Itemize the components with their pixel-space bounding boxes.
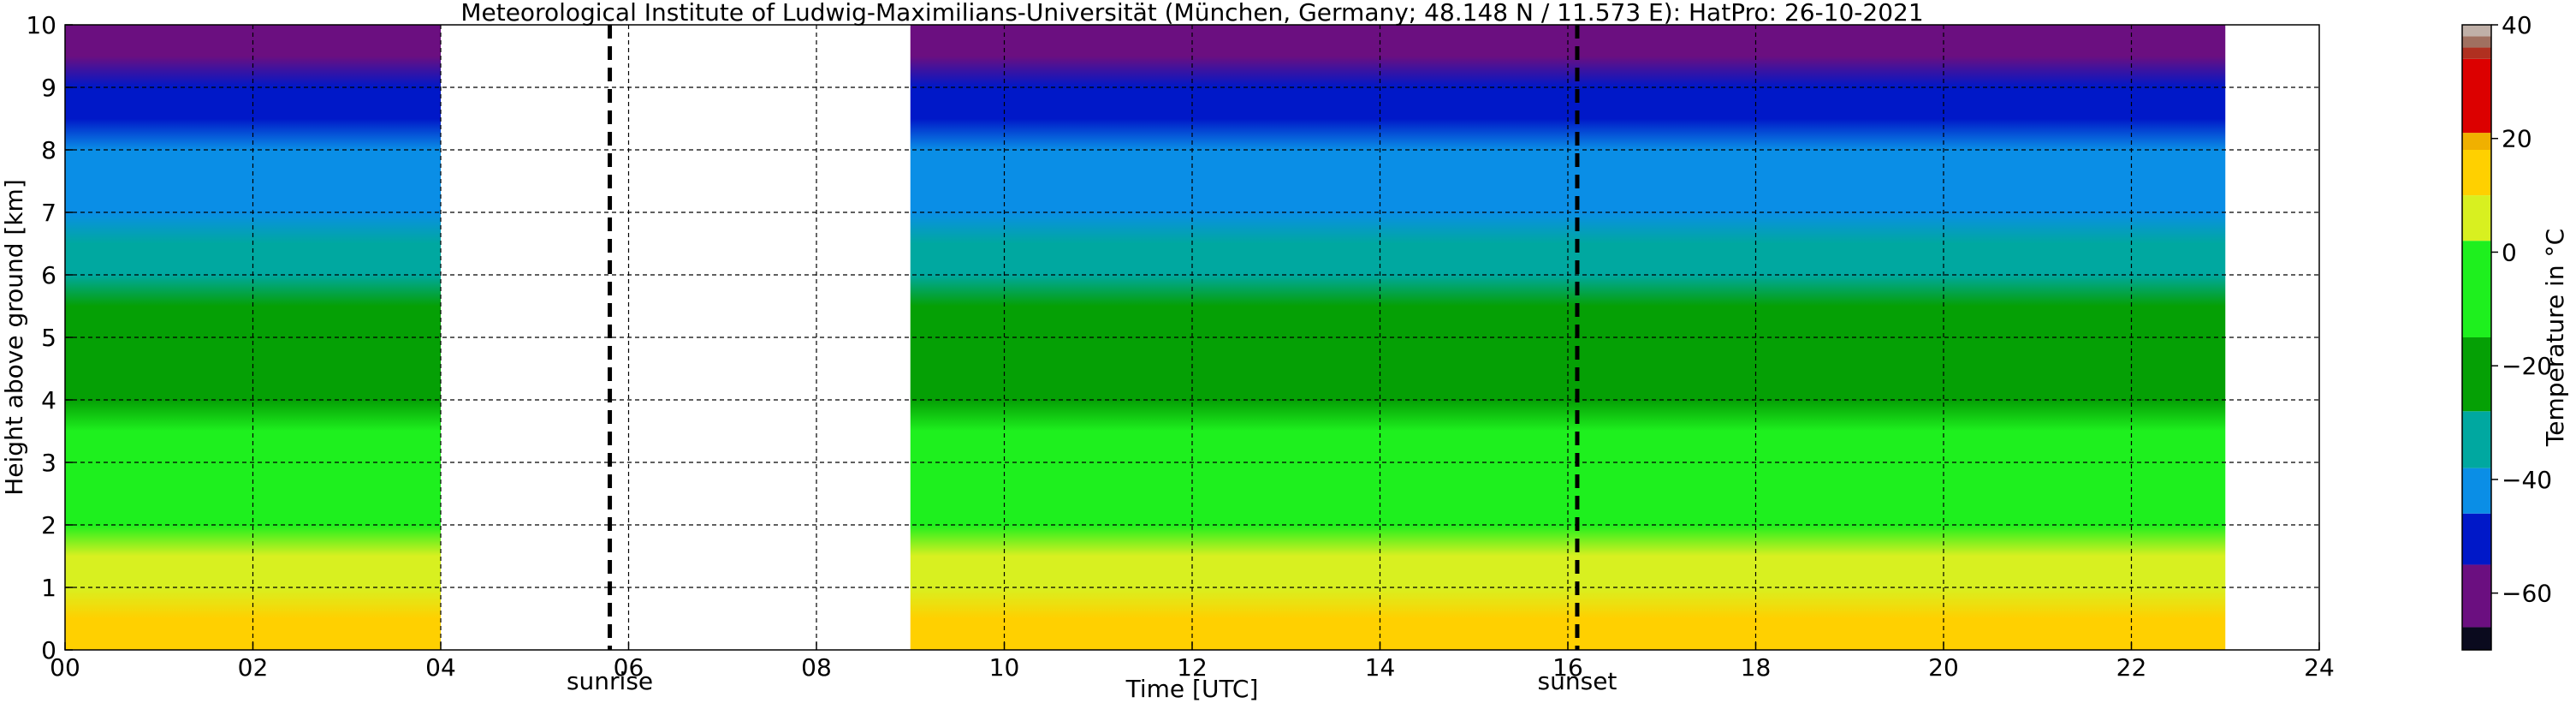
colorbar-frame	[2461, 24, 2492, 651]
x-tick-label: 16	[1552, 653, 1583, 682]
colorbar-tick-label: −20	[2502, 352, 2552, 380]
y-tick-label: 4	[41, 386, 56, 414]
x-tick-label: 08	[801, 653, 832, 682]
chart-title: Meteorological Institute of Ludwig-Maxim…	[460, 0, 1923, 27]
x-tick-label: 14	[1365, 653, 1396, 682]
colorbar-tick-label: 0	[2502, 238, 2517, 266]
colorbar-tick-label: 40	[2502, 11, 2532, 39]
x-axis-label: Time [UTC]	[1125, 675, 1259, 703]
colorbar-band-4	[2462, 468, 2491, 514]
colorbar-band-3	[2462, 513, 2491, 565]
y-tick-label: 5	[41, 324, 56, 352]
sunrise-label: sunrise	[567, 667, 653, 695]
colorbar-band-13	[2462, 36, 2491, 48]
x-tick-label: 22	[2116, 653, 2147, 682]
x-tick-label: 02	[238, 653, 269, 682]
colorbar-band-1	[2462, 627, 2491, 650]
x-tick-label: 00	[50, 653, 80, 682]
colorbar-tick-label: 20	[2502, 125, 2532, 153]
y-tick-label: 3	[41, 449, 56, 477]
colorbar-band-11	[2462, 58, 2491, 134]
x-tick-label: 04	[425, 653, 456, 682]
colorbar-band-14	[2462, 25, 2491, 37]
colorbar-tick-label: −40	[2502, 466, 2552, 494]
x-tick-label: 24	[2304, 653, 2335, 682]
y-axis-label: Height above ground [km]	[0, 179, 28, 496]
colorbar-band-7	[2462, 241, 2491, 337]
x-tick-label: 18	[1741, 653, 1772, 682]
colorbar-band-6	[2462, 337, 2491, 412]
x-tick-label: 06	[614, 653, 644, 682]
x-tick-label: 20	[1928, 653, 1959, 682]
colorbar-label: Temperature in °C	[2541, 229, 2569, 447]
sunset-label: sunset	[1538, 667, 1617, 695]
y-tick-label: 2	[41, 511, 56, 539]
y-tick-label: 7	[41, 199, 56, 227]
x-tick-label: 12	[1177, 653, 1208, 682]
colorbar-tick-label: −60	[2502, 580, 2552, 608]
colorbar-band-10	[2462, 133, 2491, 150]
colorbar-band-2	[2462, 564, 2491, 628]
y-tick-label: 1	[41, 574, 56, 602]
y-tick-label: 0	[41, 636, 56, 664]
event-layer: sunrise sunset	[567, 25, 1617, 695]
y-tick-label: 10	[26, 11, 56, 39]
x-tick-label: 10	[989, 653, 1020, 682]
colorbar-band-8	[2462, 195, 2491, 241]
y-tick-label: 9	[41, 74, 56, 102]
colorbar-band-12	[2462, 47, 2491, 59]
colorbar-band-5	[2462, 411, 2491, 468]
colorbar-band-9	[2462, 150, 2491, 196]
colorbar: 40 20 0 −20 −40 −60	[2461, 11, 2552, 651]
y-tick-label: 8	[41, 136, 56, 164]
grid-layer	[65, 25, 2319, 650]
y-tick-label: 6	[41, 261, 56, 289]
